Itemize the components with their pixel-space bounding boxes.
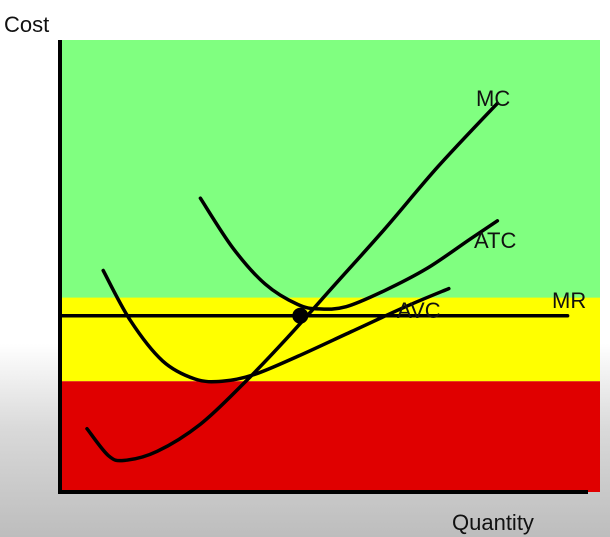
background-regions (60, 40, 600, 492)
mr-mc-intersection-point (292, 307, 309, 324)
region-shutdown (60, 381, 600, 492)
curve-avc (101, 268, 451, 384)
labels: Cost Quantity MC ATC AVC MR (4, 12, 586, 535)
avc-label: AVC (397, 298, 441, 323)
axes (58, 40, 588, 494)
marker-layer (292, 307, 309, 324)
y-axis-label: Cost (4, 12, 49, 37)
mr-label: MR (552, 288, 586, 313)
curves (58, 101, 570, 463)
atc-label: ATC (474, 228, 516, 253)
curve-atc (198, 196, 500, 311)
x-axis-label: Quantity (452, 510, 534, 535)
region-loss-minimizing (60, 297, 600, 382)
region-profit (60, 40, 600, 316)
mc-label: MC (476, 86, 510, 111)
